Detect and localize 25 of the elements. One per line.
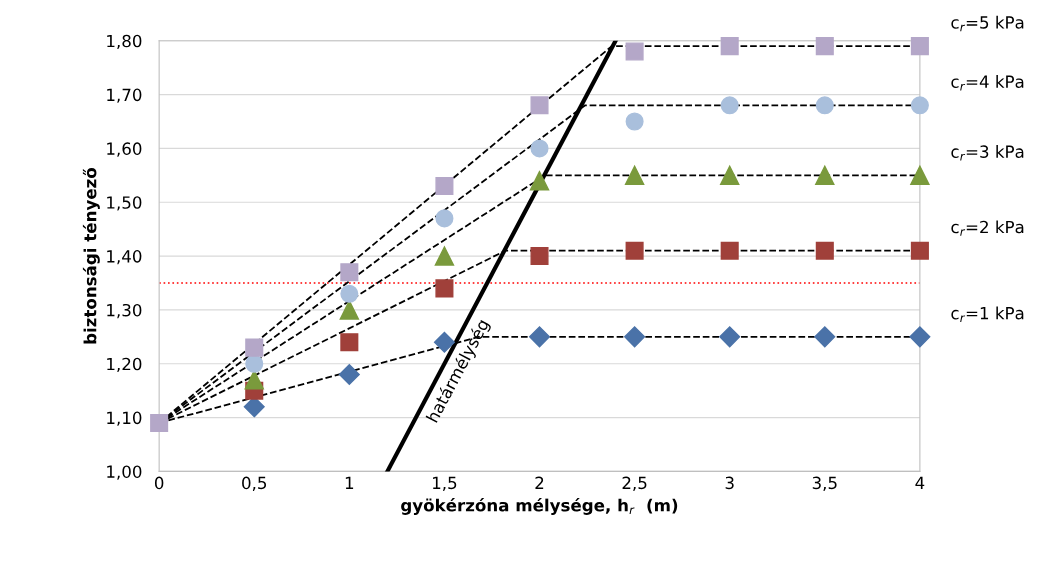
x-tick-label: 3,5 xyxy=(812,476,837,491)
series-label: c$_{r}$=3 kPa xyxy=(951,145,1024,161)
x-tick-label: 4 xyxy=(915,476,925,489)
y-axis-title: biztonsági tényező xyxy=(82,167,100,344)
y-tick-label: 1,10 xyxy=(107,411,142,426)
x-tick-label: 0,5 xyxy=(242,476,267,491)
series-label: c$_{r}$=2 kPa xyxy=(951,220,1024,236)
y-tick-label: 1,00 xyxy=(107,465,142,480)
x-tick-label: 3 xyxy=(725,476,734,490)
x-tick-label: 1,5 xyxy=(433,476,457,491)
y-tick-label: 1,60 xyxy=(107,142,142,157)
y-tick-label: 1,30 xyxy=(107,303,142,319)
series-label: c$_{r}$=4 kPa xyxy=(951,75,1024,91)
series-label: c$_{r}$=1 kPa xyxy=(951,306,1024,322)
x-tick-label: 2 xyxy=(535,476,544,489)
y-tick-label: 1,70 xyxy=(107,88,142,103)
y-tick-label: 1,40 xyxy=(107,250,142,265)
x-tick-label: 0 xyxy=(154,476,164,490)
y-tick-label: 1,50 xyxy=(107,196,142,211)
x-tick-label: 1 xyxy=(345,476,354,489)
x-tick-label: 2,5 xyxy=(622,476,647,491)
series-label: c$_{r}$=5 kPa xyxy=(951,15,1024,32)
y-tick-label: 1,20 xyxy=(107,357,142,373)
x-axis-title: gyökérzóna mélysége, h$_{r}$ (m) xyxy=(401,497,678,515)
y-tick-label: 1,80 xyxy=(107,34,142,50)
